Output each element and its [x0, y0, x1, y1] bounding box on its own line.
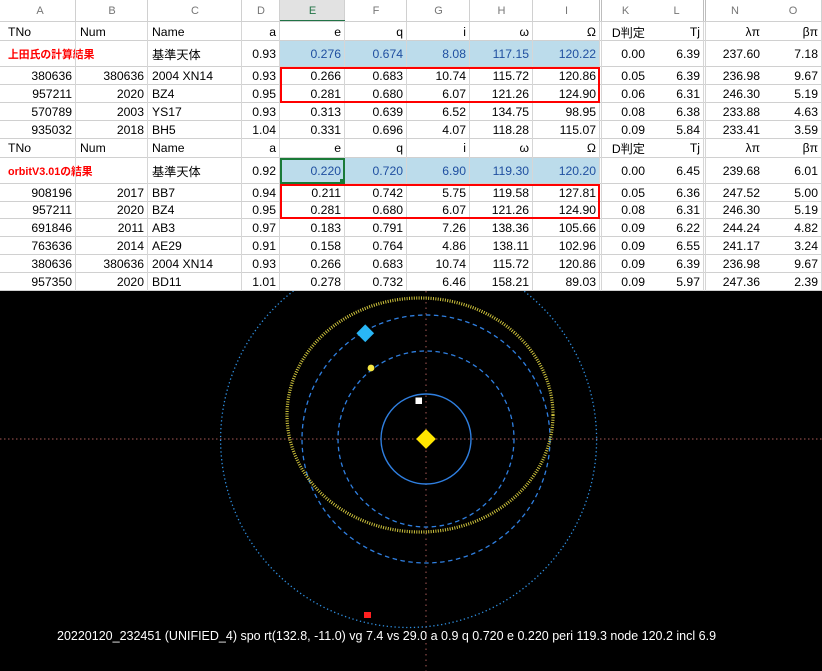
- svg-text:20220120_232451 (UNIFIED_4) sp: 20220120_232451 (UNIFIED_4) spo rt(132.8…: [57, 629, 716, 643]
